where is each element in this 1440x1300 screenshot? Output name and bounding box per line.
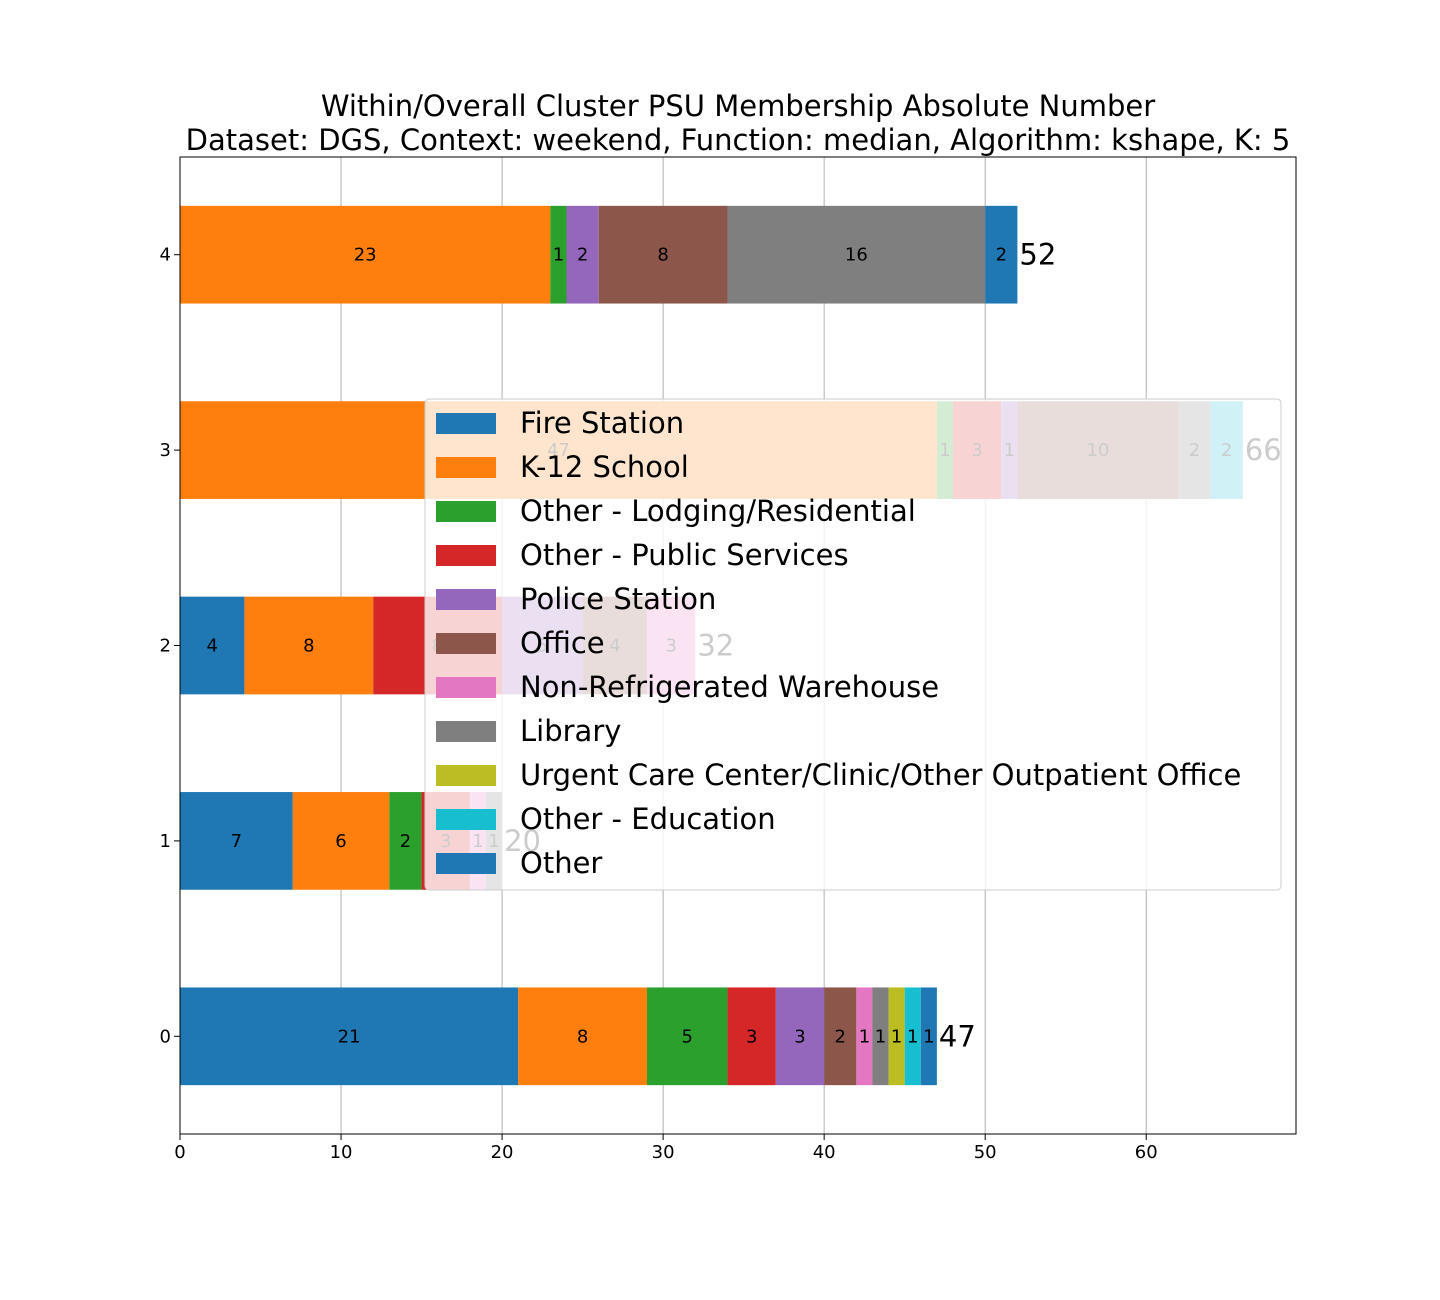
x-tick-label: 20 bbox=[491, 1142, 514, 1163]
legend-label: Non-Refrigerated Warehouse bbox=[520, 670, 939, 704]
bar-segment-label: 2 bbox=[835, 1026, 846, 1047]
legend-swatch bbox=[436, 589, 496, 610]
bar-segment-label: 1 bbox=[875, 1026, 886, 1047]
bar-segment bbox=[985, 205, 1018, 304]
x-tick-label: 0 bbox=[174, 1142, 185, 1163]
y-tick-label: 4 bbox=[160, 245, 171, 266]
bar-segment-label: 6 bbox=[335, 831, 346, 852]
bar-segment bbox=[180, 205, 551, 304]
legend-swatch bbox=[436, 677, 496, 698]
legend-swatch bbox=[436, 457, 496, 478]
bar-segment bbox=[856, 987, 873, 1086]
bar-segment-label: 1 bbox=[859, 1026, 870, 1047]
bar-total-label: 47 bbox=[939, 1019, 976, 1053]
legend-swatch bbox=[436, 809, 496, 830]
legend-box bbox=[424, 398, 1282, 891]
legend-swatch bbox=[436, 721, 496, 742]
bar-segment-label: 3 bbox=[794, 1026, 805, 1047]
bar-segment bbox=[647, 987, 728, 1086]
bar-segment bbox=[872, 987, 889, 1086]
bar-segment-label: 2 bbox=[400, 831, 411, 852]
bar-segment-label: 8 bbox=[577, 1026, 588, 1047]
bar-segment-label: 1 bbox=[891, 1026, 902, 1047]
bar-segment-label: 3 bbox=[746, 1026, 757, 1047]
legend-label: Police Station bbox=[520, 582, 716, 616]
legend-label: Other - Lodging/Residential bbox=[520, 494, 916, 528]
bar-segment bbox=[824, 987, 857, 1086]
legend-label: Fire Station bbox=[520, 406, 684, 440]
bar-segment bbox=[598, 205, 728, 304]
bar-segment bbox=[727, 205, 986, 304]
x-tick-label: 50 bbox=[974, 1142, 997, 1163]
legend-swatch bbox=[436, 765, 496, 786]
y-tick-label: 2 bbox=[160, 636, 171, 657]
bar-segment bbox=[727, 987, 776, 1086]
bar-segment-label: 2 bbox=[996, 245, 1007, 266]
bar-segment bbox=[920, 987, 937, 1086]
legend-label: K-12 School bbox=[520, 450, 689, 484]
legend-swatch bbox=[436, 413, 496, 434]
bar-segment-label: 16 bbox=[845, 245, 868, 266]
bar-segment bbox=[775, 987, 825, 1086]
bar-segment-label: 1 bbox=[553, 245, 564, 266]
chart-subtitle: Dataset: DGS, Context: weekend, Function… bbox=[186, 123, 1291, 157]
x-tick-label: 30 bbox=[652, 1142, 675, 1163]
x-axis-ticks: 0 10 20 30 40 50 60 bbox=[174, 1134, 1158, 1163]
bar-segment bbox=[888, 987, 905, 1086]
x-tick-label: 10 bbox=[330, 1142, 353, 1163]
bar-segment bbox=[180, 596, 245, 695]
legend-label: Urgent Care Center/Clinic/Other Outpatie… bbox=[520, 758, 1241, 792]
y-axis-ticks: 0 1 2 3 4 bbox=[160, 245, 180, 1047]
legend-swatch bbox=[436, 633, 496, 654]
legend-label: Office bbox=[520, 626, 605, 660]
legend-label: Other - Public Services bbox=[520, 538, 849, 572]
legend-label: Library bbox=[520, 714, 621, 748]
bar-segment bbox=[904, 987, 921, 1086]
y-tick-label: 0 bbox=[160, 1026, 171, 1047]
legend-label: Other - Education bbox=[520, 802, 776, 836]
y-tick-label: 1 bbox=[160, 831, 171, 852]
bar-segment-label: 8 bbox=[303, 636, 314, 657]
bar-segment-label: 1 bbox=[923, 1026, 934, 1047]
bar-segment bbox=[244, 596, 374, 695]
y-tick-label: 3 bbox=[160, 440, 171, 461]
legend: Fire Station K-12 School Other - Lodging/R… bbox=[424, 398, 1282, 891]
legend-swatch bbox=[436, 501, 496, 522]
legend-swatch bbox=[436, 853, 496, 874]
x-tick-label: 40 bbox=[813, 1142, 836, 1163]
bar-segment bbox=[180, 792, 293, 890]
bar-segment-label: 7 bbox=[231, 831, 242, 852]
bar-segment bbox=[292, 792, 390, 890]
bar-segment bbox=[550, 205, 567, 304]
bar-segment bbox=[389, 792, 422, 890]
x-tick-label: 60 bbox=[1135, 1142, 1158, 1163]
bar-segment-label: 21 bbox=[338, 1026, 361, 1047]
bar-segment bbox=[566, 205, 599, 304]
bar-segment bbox=[180, 987, 519, 1086]
bar-total-label: 52 bbox=[1019, 238, 1056, 272]
bar-segment bbox=[518, 987, 648, 1086]
chart-title: Within/Overall Cluster PSU Membership Ab… bbox=[321, 89, 1155, 123]
legend-label: Other bbox=[520, 846, 602, 880]
legend-swatch bbox=[436, 545, 496, 566]
bar-segment-label: 1 bbox=[907, 1026, 918, 1047]
bar-segment-label: 23 bbox=[354, 245, 377, 266]
bar-segment-label: 2 bbox=[577, 245, 588, 266]
bar-segment-label: 4 bbox=[206, 636, 217, 657]
bar-segment-label: 8 bbox=[657, 245, 668, 266]
bar-segment-label: 5 bbox=[682, 1026, 693, 1047]
